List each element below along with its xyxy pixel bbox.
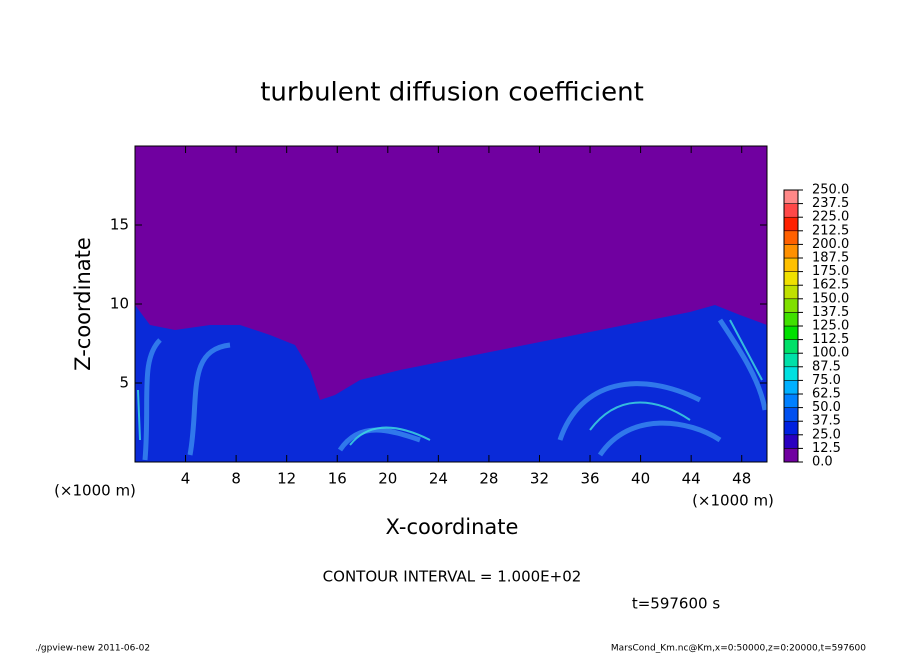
colorbar-label: 200.0 [812, 237, 849, 252]
colorbar-label: 125.0 [812, 319, 849, 334]
chart-title: turbulent diffusion coefficient [260, 78, 644, 108]
colorbar-label: 150.0 [812, 291, 849, 306]
colorbar-label: 237.5 [812, 196, 849, 211]
colorbar-segment [783, 271, 799, 286]
colorbar-label: 162.5 [812, 278, 849, 293]
x-unit: (×1000 m) [692, 492, 774, 510]
colorbar-segment [783, 352, 799, 368]
colorbar-segment [783, 325, 799, 340]
x-tick-label: 24 [429, 470, 448, 488]
colorbar-segment [783, 284, 799, 300]
colorbar-label: 225.0 [812, 210, 849, 225]
colorbar-segment [783, 230, 799, 245]
y-axis-label: Z-coordinate [71, 237, 95, 371]
field-streaks [142, 318, 768, 461]
colorbar-segment [783, 298, 799, 313]
colorbar-segment [783, 203, 799, 218]
x-tick-label: 8 [231, 470, 241, 488]
colorbar-label: 212.5 [812, 223, 849, 238]
x-tick-label: 40 [631, 470, 650, 488]
y-tick-label: 10 [110, 295, 129, 313]
x-tick-label: 32 [530, 470, 549, 488]
x-tick-label: 44 [682, 470, 701, 488]
y-tick-label: 5 [119, 374, 129, 392]
colorbar-label: 100.0 [812, 346, 849, 361]
colorbar-segment [783, 189, 799, 204]
x-tick-label: 20 [378, 470, 397, 488]
colorbar-label: 87.5 [812, 359, 841, 374]
colorbar-segment [783, 380, 799, 395]
colorbar-segment [783, 366, 799, 381]
field [135, 146, 768, 462]
colorbar-segment [783, 216, 799, 232]
field-turbulent-layer [135, 305, 767, 462]
colorbar-label: 0.0 [812, 455, 833, 470]
colorbar-frame [783, 189, 799, 463]
colorbar-label: 25.0 [812, 427, 841, 442]
x-tick-label: 16 [328, 470, 347, 488]
x-tick-label: 48 [732, 470, 751, 488]
colorbar-segment [783, 434, 799, 449]
colorbar-label: 62.5 [812, 387, 841, 402]
colorbar-segment [783, 339, 799, 354]
x-tick-label: 12 [277, 470, 296, 488]
colorbar-segment [783, 393, 799, 408]
y-tick-label: 15 [110, 216, 129, 234]
footer-left: ./gpview-new 2011-06-02 [35, 644, 150, 654]
colorbar-segment [783, 420, 799, 436]
x-tick-label: 28 [479, 470, 498, 488]
colorbar-segment [783, 407, 799, 422]
colorbar-segment [783, 257, 799, 272]
colorbar-label: 112.5 [812, 332, 849, 347]
footer-right: MarsCond_Km.nc@Km,x=0:50000,z=0:20000,t=… [611, 644, 866, 654]
x-axis-label: X-coordinate [386, 515, 519, 539]
colorbar-segment [783, 312, 799, 327]
x-tick-label: 36 [580, 470, 599, 488]
colorbar-label: 137.5 [812, 305, 849, 320]
colorbar-label: 37.5 [812, 414, 841, 429]
y-unit: (×1000 m) [54, 482, 136, 500]
colorbar-label: 75.0 [812, 373, 841, 388]
colorbar-segment [783, 448, 799, 463]
colorbar-label: 187.5 [812, 251, 849, 266]
colorbar-label: 12.5 [812, 441, 841, 456]
x-tick-label: 4 [181, 470, 191, 488]
colorbar-segment [783, 244, 799, 259]
contour-interval: CONTOUR INTERVAL = 1.000E+02 [323, 568, 582, 586]
colorbar-label: 50.0 [812, 400, 841, 415]
colorbar-label: 250.0 [812, 183, 849, 198]
field-highlights [137, 319, 763, 446]
colorbar-label: 175.0 [812, 264, 849, 279]
time-note: t=597600 s [632, 595, 720, 613]
